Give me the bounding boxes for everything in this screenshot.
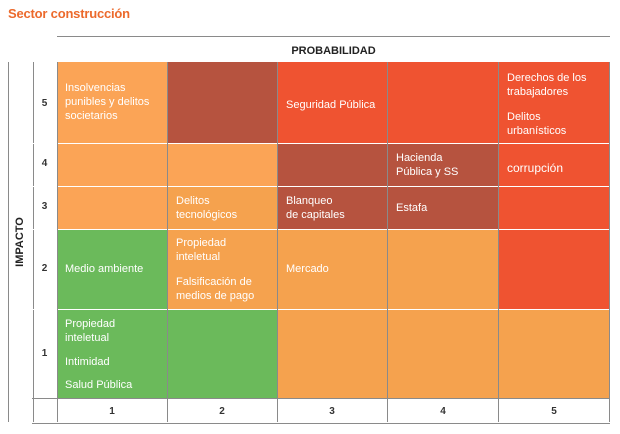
risk-propiedad-intelectual-2: Propiedad inteletual: [176, 236, 226, 264]
row-number-4: 4: [32, 158, 57, 169]
matrix-cell-impact-4-prob-1: [57, 143, 167, 186]
column-number-1: 1: [109, 406, 115, 417]
column-number-2: 2: [219, 406, 225, 417]
row-separator: [32, 186, 610, 187]
matrix-cell-impact-5-prob-4: [387, 62, 498, 143]
risk-falsificacion: Falsificación de medios de pago: [176, 275, 254, 303]
matrix-cell-impact-5-prob-2: [167, 62, 277, 143]
x-axis-label: PROBABILIDAD: [57, 36, 610, 65]
matrix-cell-impact-3-prob-1: [57, 186, 167, 229]
risk-insolvencias: Insolvencias punibles y delitos societar…: [65, 81, 149, 123]
matrix-cell-impact-1-prob-5: [498, 309, 609, 398]
risk-hacienda: Hacienda Pública y SS: [396, 151, 458, 179]
page-title: Sector construcción: [8, 6, 130, 21]
matrix-cell-impact-1-prob-4: [387, 309, 498, 398]
row-separator: [32, 309, 610, 310]
risk-propiedad-intelectual-1: Propiedad inteletual: [65, 317, 115, 345]
matrix-cell-impact-4-prob-3: [277, 143, 387, 186]
matrix-cell-impact-2-prob-4: [387, 229, 498, 309]
column-number-5: 5: [551, 406, 557, 417]
risk-medio-ambiente: Medio ambiente: [65, 262, 143, 276]
risk-estafa: Estafa: [396, 201, 427, 215]
row-separator: [32, 143, 610, 144]
row-number-2: 2: [32, 263, 57, 274]
risk-intimidad: Intimidad: [65, 355, 110, 369]
matrix-cell-impact-1-prob-2: [167, 309, 277, 398]
column-number-4: 4: [440, 406, 446, 417]
risk-seguridad-publica: Seguridad Pública: [286, 98, 375, 112]
risk-corrupcion: corrupción: [507, 161, 563, 175]
risk-mercado: Mercado: [286, 262, 329, 276]
row-number-3: 3: [32, 201, 57, 212]
row-separator: [32, 229, 610, 230]
row-number-5: 5: [32, 98, 57, 109]
y-axis-label: IMPACTO: [14, 217, 26, 267]
risk-salud-publica: Salud Pública: [65, 378, 132, 392]
row-number-1: 1: [32, 348, 57, 359]
matrix-cell-impact-2-prob-5: [498, 229, 609, 309]
matrix-cell-impact-4-prob-2: [167, 143, 277, 186]
column-number-3: 3: [329, 406, 335, 417]
column-number-row: [32, 398, 610, 424]
matrix-cell-impact-3-prob-5: [498, 186, 609, 229]
matrix-cell-impact-1-prob-3: [277, 309, 387, 398]
risk-delitos-urbanisticos: Delitos urbanísticos: [507, 110, 566, 138]
risk-blanqueo: Blanqueo de capitales: [286, 194, 345, 222]
risk-delitos-tecnologicos: Delitos tecnológicos: [176, 194, 237, 222]
risk-derechos-trabajadores: Derechos de los trabajadores: [507, 71, 587, 99]
